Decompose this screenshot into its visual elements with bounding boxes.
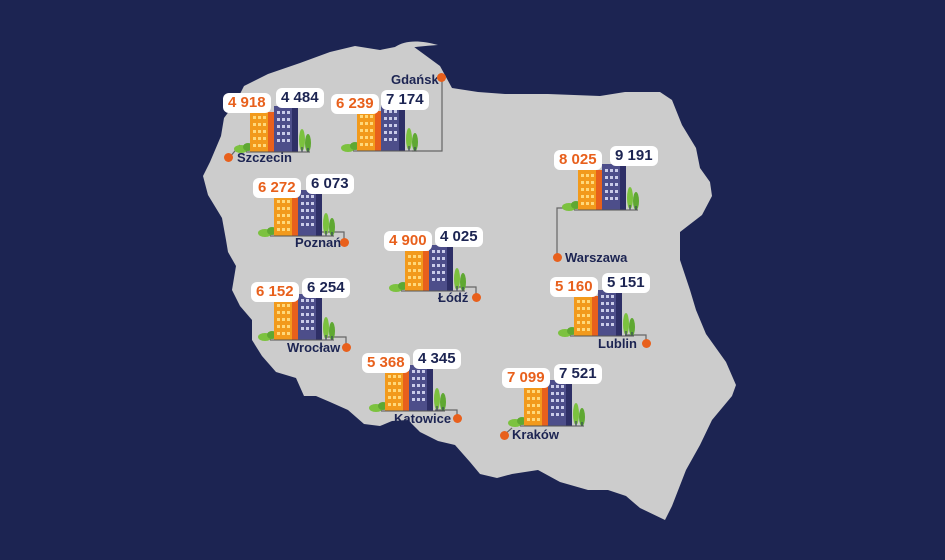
city-name: Kraków	[512, 427, 559, 442]
value-orange: 4 900	[384, 231, 432, 251]
city-marker-dot	[500, 431, 509, 440]
city-name: Poznań	[295, 235, 342, 250]
city-name: Szczecin	[237, 150, 292, 165]
city-marker-dot	[342, 343, 351, 352]
city-name: Warszawa	[565, 250, 628, 265]
value-orange: 6 272	[253, 178, 301, 198]
value-orange: 7 099	[502, 368, 550, 388]
value-navy: 4 345	[413, 349, 461, 369]
poland-outline	[203, 44, 736, 520]
city-marker-dot	[437, 73, 446, 82]
city-name: Łódź	[438, 290, 469, 305]
value-navy: 7 174	[381, 90, 429, 110]
value-orange: 5 160	[550, 277, 598, 297]
value-navy: 5 151	[602, 273, 650, 293]
city-marker-dot	[224, 153, 233, 162]
value-navy: 7 521	[554, 364, 602, 384]
value-orange: 6 239	[331, 94, 379, 114]
city-name: Wrocław	[287, 340, 341, 355]
hel-peninsula	[395, 41, 438, 50]
city-name: Lublin	[598, 336, 637, 351]
city-marker-dot	[642, 339, 651, 348]
city-marker-dot	[553, 253, 562, 262]
value-navy: 6 073	[306, 174, 354, 194]
value-navy: 4 025	[435, 227, 483, 247]
city-marker-dot	[340, 238, 349, 247]
value-orange: 5 368	[362, 353, 410, 373]
value-orange: 4 918	[223, 93, 271, 113]
value-navy: 9 191	[610, 146, 658, 166]
value-navy: 4 484	[276, 88, 324, 108]
value-orange: 6 152	[251, 282, 299, 302]
value-orange: 8 025	[554, 150, 602, 170]
city-marker-dot	[472, 293, 481, 302]
city-name: Katowice	[394, 411, 452, 426]
city-marker-dot	[453, 414, 462, 423]
city-name: Gdańsk	[391, 72, 439, 87]
value-navy: 6 254	[302, 278, 350, 298]
